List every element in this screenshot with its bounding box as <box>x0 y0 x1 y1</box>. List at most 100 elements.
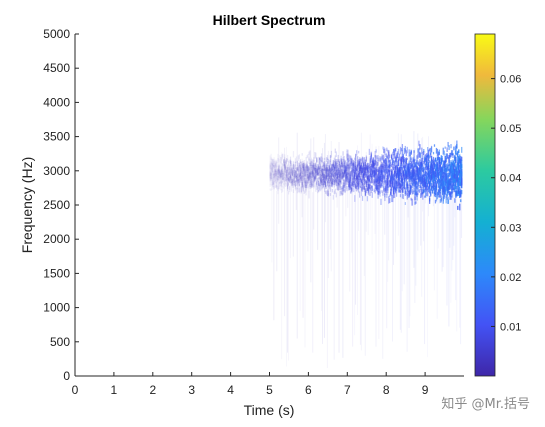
spectrum-cell <box>293 179 296 186</box>
spectrum-cell <box>411 183 413 189</box>
spectrum-cell <box>292 164 295 168</box>
spectrum-cell <box>271 183 273 186</box>
spectrum-cell <box>329 161 332 167</box>
spectrum-cell <box>411 188 413 195</box>
spectrum-cell <box>326 157 329 160</box>
spectrum-cell <box>400 166 403 171</box>
spectrum-cell <box>359 177 362 181</box>
spectrum-cell <box>364 167 367 171</box>
spectrum-cell <box>377 157 379 161</box>
spectrum-cell <box>307 165 309 173</box>
spectrum-cell <box>428 170 431 176</box>
spectrum-cell <box>389 179 391 183</box>
spectrum-outlier <box>358 164 359 231</box>
spectrum-cell <box>368 184 370 190</box>
spectrum-cell <box>280 181 282 186</box>
spectrum-cell <box>385 179 387 185</box>
spectrum-cell <box>418 177 420 184</box>
spectrum-cell <box>362 163 365 169</box>
spectrum-cell <box>459 186 461 191</box>
spectrum-cell <box>459 190 461 198</box>
spectrum-outlier <box>363 181 365 276</box>
spectrum-cell <box>382 175 384 180</box>
spectrum-cell <box>344 189 346 194</box>
spectrum-cell <box>355 156 357 164</box>
spectrum-cell <box>429 161 432 169</box>
spectrum-cell <box>311 176 313 180</box>
spectrum-cell <box>286 171 288 176</box>
spectrum-outlier <box>281 152 283 360</box>
spectrum-cell <box>409 167 411 174</box>
spectrum-cell <box>323 175 326 180</box>
spectrum-cell <box>320 178 322 186</box>
spectrum-cell <box>330 173 333 177</box>
spectrum-cell <box>414 158 416 161</box>
spectrum-cell <box>379 156 381 162</box>
spectrum-cell <box>416 173 418 178</box>
spectrum-cell <box>281 162 283 169</box>
spectrum-cell <box>287 187 289 190</box>
spectrum-cell <box>308 151 310 155</box>
spectrum-cell <box>453 187 455 193</box>
spectrum-cell <box>291 167 294 174</box>
spectrum-cell <box>352 162 354 165</box>
spectrum-cell <box>303 166 305 171</box>
spectrum-cell <box>286 179 288 186</box>
spectrum-cell <box>351 186 353 191</box>
spectrum-cell <box>287 177 290 180</box>
spectrum-cell <box>383 160 385 164</box>
spectrum-cell <box>452 153 454 159</box>
spectrum-cell <box>346 174 348 181</box>
spectrum-cell <box>310 172 312 179</box>
spectrum-cell <box>406 166 408 174</box>
spectrum-cell <box>327 177 330 182</box>
spectrum-cell <box>349 170 351 178</box>
spectrum-cell <box>369 176 371 180</box>
spectrum-cell <box>443 176 445 182</box>
spectrum-cell <box>354 180 356 188</box>
spectrum-outlier <box>321 174 323 311</box>
spectrum-cell <box>287 182 289 188</box>
spectrum-cell <box>455 151 457 155</box>
spectrum-cell <box>341 161 343 168</box>
spectrum-cell <box>330 171 333 178</box>
spectrum-cell <box>289 156 292 164</box>
spectrum-cell <box>322 180 325 187</box>
spectrum-cell <box>279 169 281 176</box>
spectrum-cell <box>270 177 272 181</box>
spectrum-cell <box>288 171 291 176</box>
spectrum-cell <box>428 174 431 177</box>
spectrum-cell <box>381 166 383 170</box>
spectrum-cell <box>351 188 353 192</box>
spectrum-cell <box>270 167 272 175</box>
spectrum-cell <box>269 184 271 187</box>
spectrum-cell <box>445 164 447 172</box>
spectrum-cell <box>282 172 284 180</box>
spectrum-cell <box>300 187 302 194</box>
spectrum-cell <box>366 175 369 179</box>
spectrum-cell <box>376 175 378 183</box>
spectrum-cell <box>365 171 368 177</box>
spectrum-cell <box>375 173 377 180</box>
spectrum-cell <box>404 165 406 171</box>
spectrum-cell <box>345 176 347 184</box>
spectrum-cell <box>312 165 314 168</box>
spectrum-cell <box>446 197 448 200</box>
spectrum-cell <box>349 177 351 183</box>
spectrum-cell <box>287 167 289 173</box>
spectrum-cell <box>301 182 303 188</box>
spectrum-cell <box>298 179 300 186</box>
spectrum-cell <box>286 176 288 180</box>
spectrum-cell <box>443 194 445 200</box>
spectrum-cell <box>294 180 297 186</box>
spectrum-cell <box>345 177 347 183</box>
spectrum-cell <box>456 177 458 181</box>
spectrum-cell <box>279 176 281 184</box>
spectrum-cell <box>460 179 462 185</box>
spectrum-cell <box>270 153 272 161</box>
spectrum-cell <box>431 185 434 191</box>
spectrum-cell <box>431 168 434 176</box>
spectrum-cell <box>295 172 298 180</box>
spectrum-cell <box>324 169 327 175</box>
spectrum-cell <box>294 170 297 178</box>
